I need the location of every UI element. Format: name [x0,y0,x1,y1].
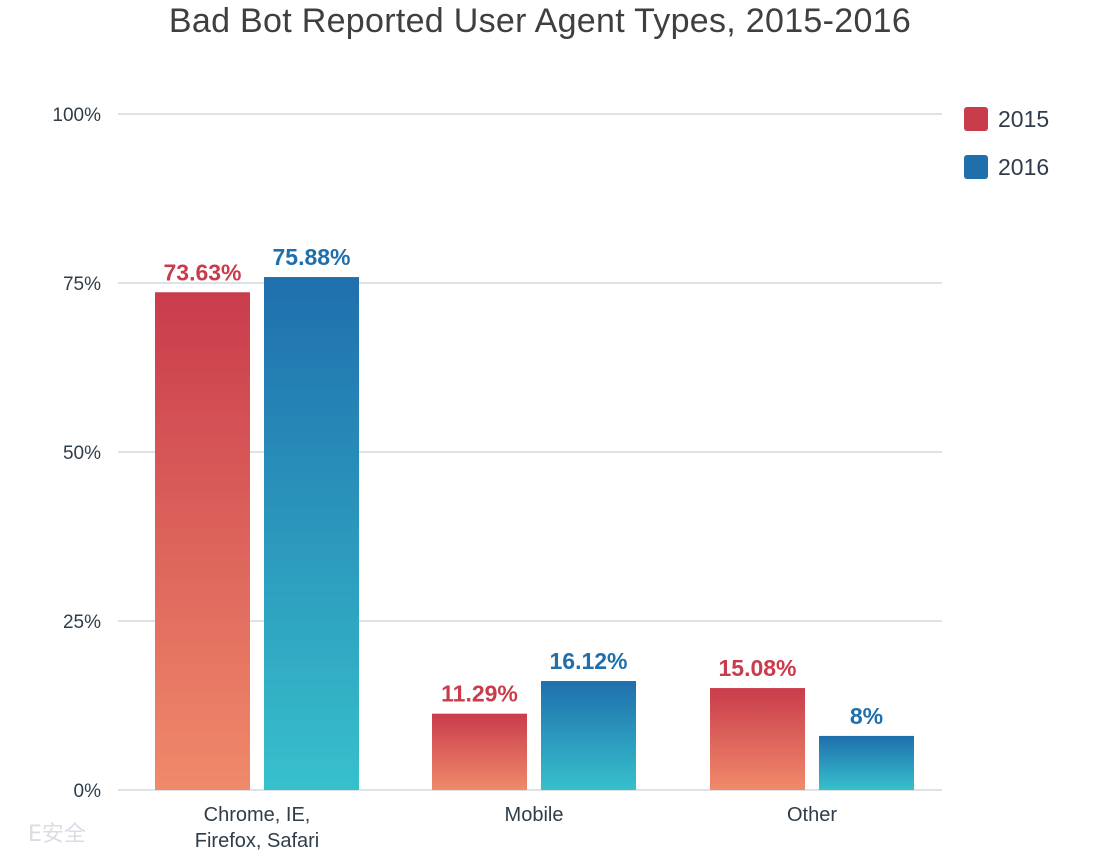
x-category-label: Other [787,804,837,826]
bar-2016-2 [819,735,914,790]
y-tick-label: 50% [63,443,101,464]
data-label: 15.08% [718,655,796,681]
bar-2015-1 [432,713,527,790]
legend-label: 2015 [998,106,1049,132]
legend-swatch-2015 [964,107,988,131]
x-category-label: Mobile [505,804,564,826]
x-category-label: Chrome, IE, [204,804,311,826]
bar-2016-0 [264,277,359,790]
y-tick-label: 0% [74,781,102,802]
x-category-label: Firefox, Safari [195,830,319,852]
x-axis-categories: Chrome, IE, Firefox, Safari Mobile Other [195,804,838,852]
bar-2015-0 [155,292,250,790]
legend-swatch-2016 [964,155,988,179]
chart-title: Bad Bot Reported User Agent Types, 2015-… [168,2,912,40]
data-labels: 73.63% 75.88% 11.29% 16.12% 15.08% 8% [163,244,883,729]
data-label: 73.63% [163,259,241,285]
bars [155,277,914,790]
y-tick-label: 100% [52,105,101,126]
data-label: 8% [850,703,883,729]
data-label: 75.88% [272,244,350,270]
data-label: 16.12% [549,648,627,674]
legend-label: 2016 [998,154,1049,180]
y-tick-label: 25% [63,612,101,633]
watermark-logo: E安全 [28,822,86,847]
legend: 2015 2016 [964,106,1049,180]
bar-2015-2 [710,688,805,790]
bar-2016-1 [541,681,636,790]
y-axis-ticks: 0% 25% 50% 75% 100% [52,105,101,802]
y-tick-label: 75% [63,274,101,295]
data-label: 11.29% [441,681,518,707]
